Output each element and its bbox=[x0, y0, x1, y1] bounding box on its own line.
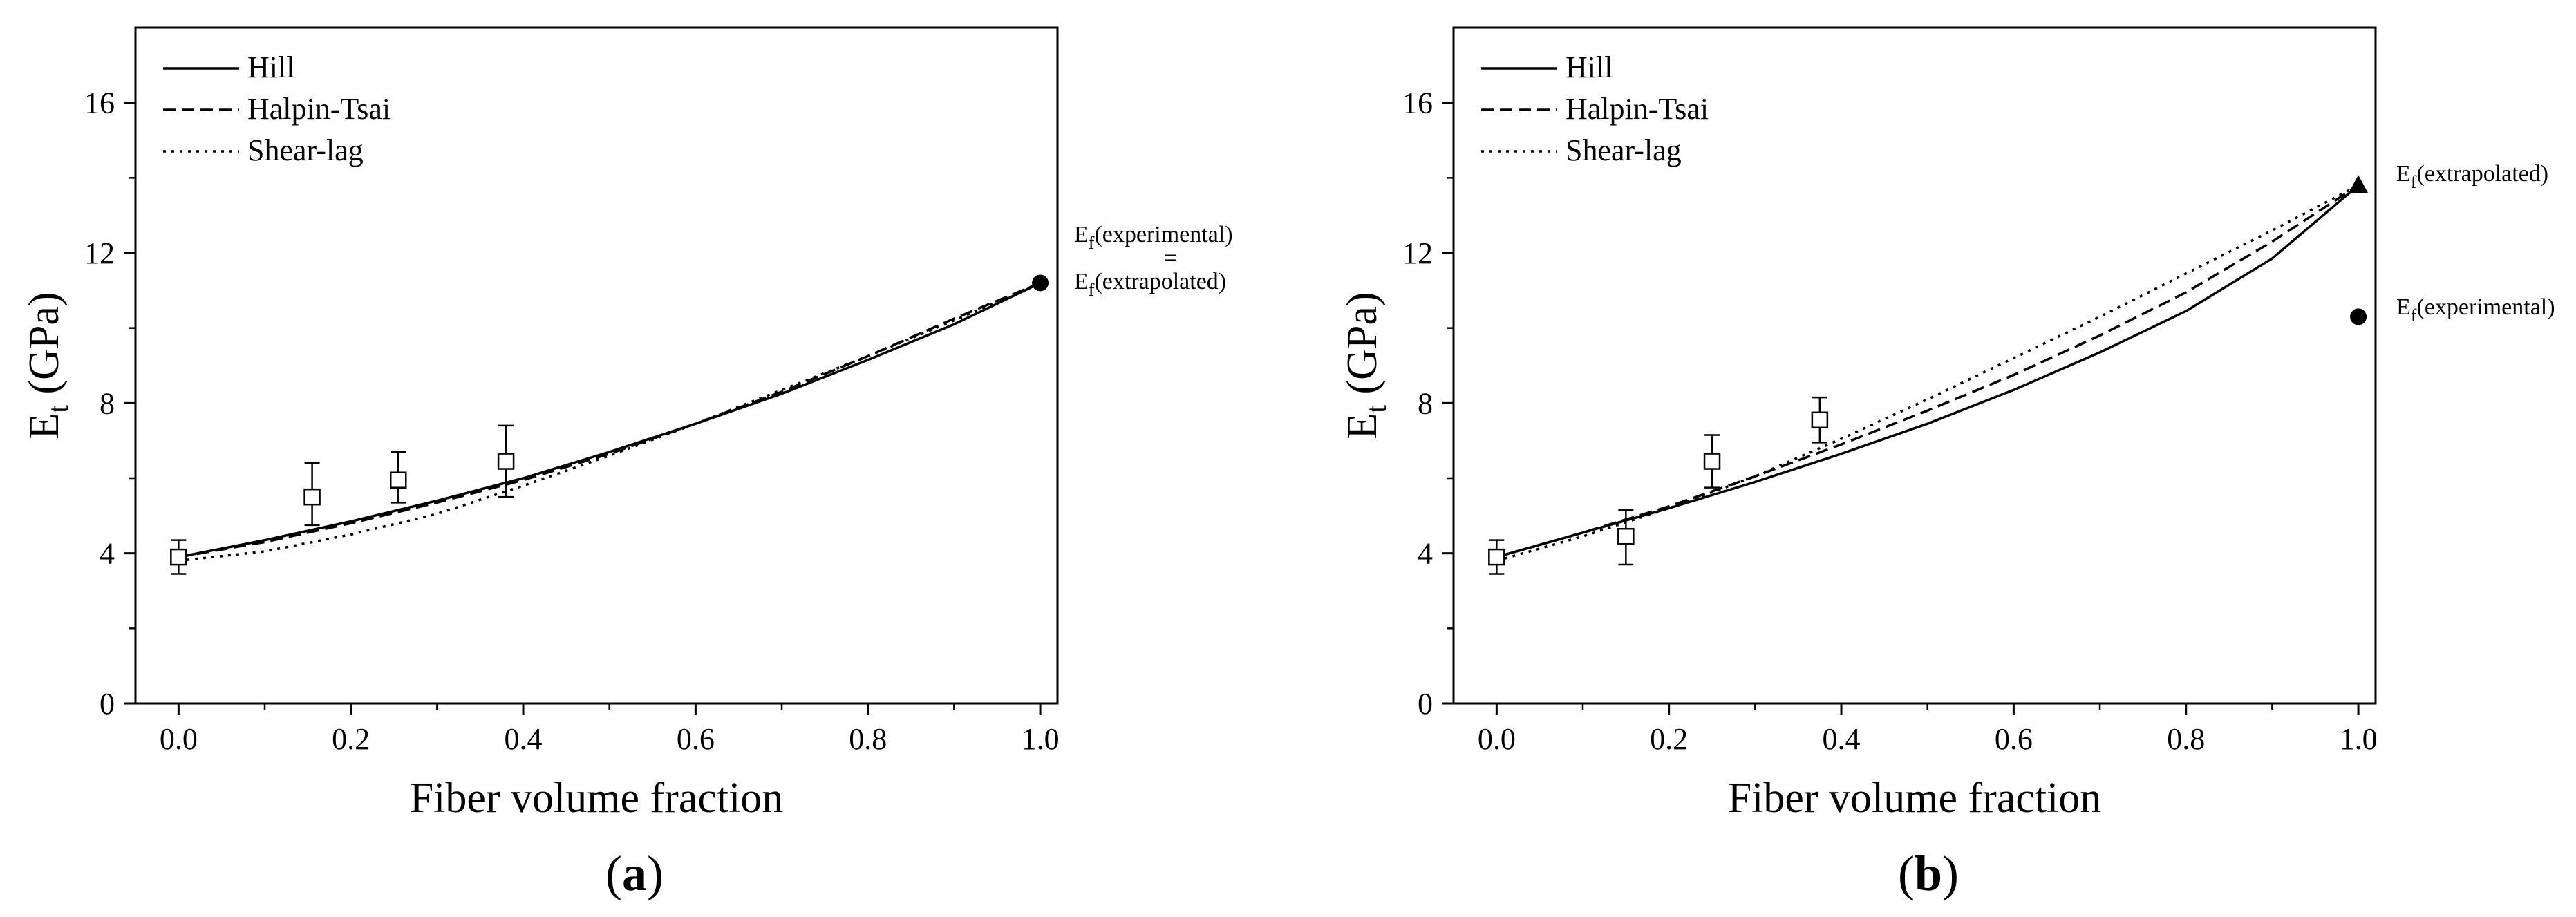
panel-letter: b bbox=[1915, 846, 1942, 901]
y-tick-label: 0 bbox=[1418, 687, 1433, 721]
x-axis-label: Fiber volume fraction bbox=[410, 775, 784, 822]
panel-paren: ( bbox=[1898, 846, 1915, 901]
y-tick-label: 8 bbox=[100, 386, 115, 420]
y-axis-label-main: E bbox=[21, 413, 68, 439]
experimental-point bbox=[303, 488, 321, 506]
circle-marker bbox=[1032, 274, 1049, 292]
annotation-text: = bbox=[1164, 245, 1177, 271]
annotation-text: Ef(extrapolated) bbox=[1074, 269, 1226, 300]
x-axis-label: Fiber volume fraction bbox=[1728, 775, 2102, 822]
y-axis-label-unit: (GPa) bbox=[21, 292, 68, 405]
y-tick-label: 16 bbox=[1402, 86, 1433, 120]
x-tick-label: 0.8 bbox=[849, 722, 887, 756]
y-axis-label-sub: t bbox=[43, 405, 75, 413]
x-tick-label: 0.6 bbox=[677, 722, 715, 756]
y-axis-label-sub: t bbox=[1361, 405, 1393, 413]
series-line-shear-lag bbox=[1496, 184, 2359, 563]
annotation-text: Ef(extrapolated) bbox=[2396, 161, 2548, 192]
panel-paren: ) bbox=[1942, 846, 1959, 901]
panel-letter: a bbox=[622, 846, 647, 901]
panel-paren: ) bbox=[647, 846, 664, 901]
x-tick-label: 0.2 bbox=[1650, 722, 1688, 756]
x-tick-label: 1.0 bbox=[1022, 722, 1060, 756]
x-tick-label: 0.0 bbox=[160, 722, 198, 756]
y-tick-label: 4 bbox=[100, 537, 115, 571]
y-tick-label: 4 bbox=[1418, 537, 1433, 571]
annotation-part: E bbox=[1074, 269, 1089, 294]
annotation-part: (experimental) bbox=[2416, 294, 2555, 320]
annotation-subscript: f bbox=[1089, 280, 1095, 300]
experimental-point bbox=[1811, 411, 1829, 429]
y-tick-label: 12 bbox=[84, 236, 115, 270]
y-tick-label: 12 bbox=[1402, 236, 1433, 270]
plot-frame bbox=[1452, 26, 2377, 705]
annotation-part: E bbox=[2396, 161, 2411, 187]
annotation-subscript: f bbox=[1089, 233, 1095, 253]
y-axis-label: Et (GPa) bbox=[21, 292, 75, 439]
annotation-part: E bbox=[2396, 294, 2411, 320]
legend-label: Hill bbox=[247, 50, 294, 84]
x-tick-label: 1.0 bbox=[2340, 722, 2378, 756]
series-line-shear-lag bbox=[178, 281, 1041, 563]
plot-frame bbox=[134, 26, 1059, 705]
series-line-halpin-tsai bbox=[178, 281, 1041, 558]
annotation-part: (extrapolated) bbox=[2416, 161, 2548, 187]
y-axis-label-unit: (GPa) bbox=[1339, 292, 1386, 405]
y-axis-label: Et (GPa) bbox=[1339, 292, 1393, 439]
x-tick-label: 0.0 bbox=[1478, 722, 1516, 756]
x-tick-label: 0.2 bbox=[332, 722, 370, 756]
chart-panel-b: 0.0 0.2 0.4 0.6 0.8 1.0 0 4 8 12 16 Fiber volume fr… bbox=[1339, 26, 2555, 901]
legend-label: Shear-lag bbox=[247, 133, 364, 167]
panel-label: (b) bbox=[1898, 846, 1959, 901]
experimental-point bbox=[1617, 527, 1635, 545]
annotation-text: Ef(experimental) bbox=[2396, 294, 2555, 325]
y-tick-label: 8 bbox=[1418, 386, 1433, 420]
experimental-point bbox=[1488, 548, 1505, 566]
y-tick-label: 0 bbox=[100, 687, 115, 721]
legend-label: Shear-lag bbox=[1566, 133, 1682, 167]
triangle-marker bbox=[2349, 175, 2369, 193]
x-tick-label: 0.6 bbox=[1995, 722, 2033, 756]
x-tick-label: 0.8 bbox=[2167, 722, 2205, 756]
series-line-hill bbox=[178, 281, 1041, 558]
circle-marker bbox=[2350, 308, 2367, 325]
annotation-subscript: f bbox=[2411, 172, 2417, 192]
y-axis-label-main: E bbox=[1339, 413, 1386, 439]
x-tick-label: 0.4 bbox=[505, 722, 543, 756]
legend-label: Halpin-Tsai bbox=[247, 92, 391, 126]
annotation-subscript: f bbox=[2411, 305, 2417, 325]
chart-panel-a: 0.0 0.2 0.4 0.6 0.8 1.0 0 4 8 12 16 Fiber volume fr… bbox=[21, 26, 1233, 901]
annotation-part: E bbox=[1074, 222, 1089, 247]
annotation-text: Ef(experimental) bbox=[1074, 222, 1233, 253]
series-line-hill bbox=[1496, 184, 2360, 558]
y-tick-label: 16 bbox=[84, 86, 115, 120]
panel-paren: ( bbox=[605, 846, 622, 901]
x-tick-label: 0.4 bbox=[1823, 722, 1861, 756]
panel-label: (a) bbox=[605, 846, 664, 901]
annotation-part: (experimental) bbox=[1094, 222, 1232, 247]
experimental-point bbox=[170, 548, 187, 566]
experimental-point bbox=[1703, 453, 1721, 470]
annotation-part: = bbox=[1164, 245, 1177, 271]
series-line-halpin-tsai bbox=[1496, 184, 2360, 558]
experimental-point bbox=[390, 471, 407, 489]
annotation-part: (extrapolated) bbox=[1094, 269, 1226, 294]
experimental-point bbox=[497, 453, 515, 470]
legend-label: Halpin-Tsai bbox=[1566, 92, 1709, 126]
legend-label: Hill bbox=[1566, 50, 1613, 84]
